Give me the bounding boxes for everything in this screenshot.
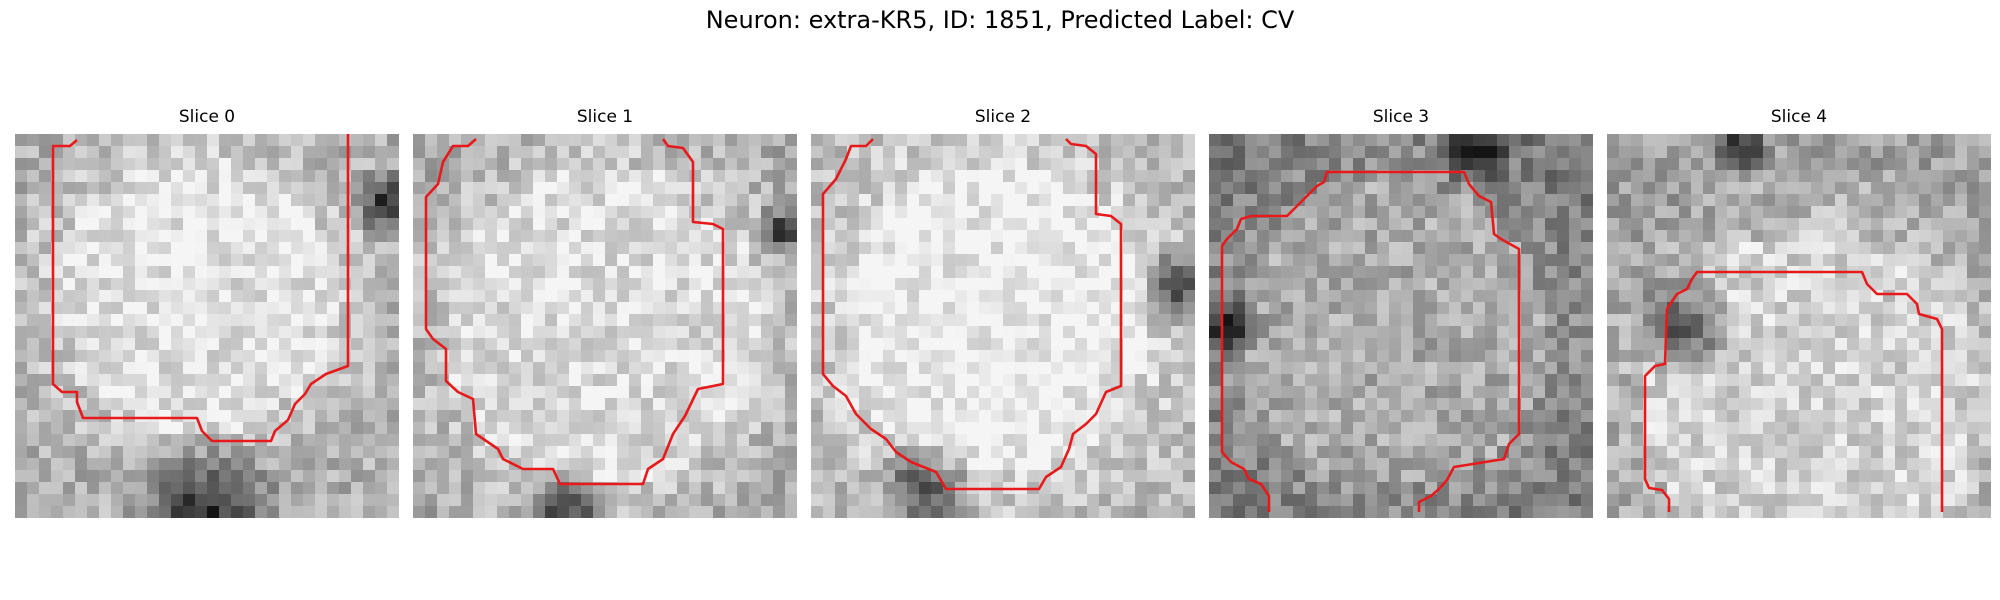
- figure-title: Neuron: extra-KR5, ID: 1851, Predicted L…: [705, 6, 1295, 34]
- contour-3: [1220, 170, 1521, 512]
- slice-panel-1: Slice 1: [413, 105, 797, 518]
- slice-image-1: [413, 134, 797, 518]
- slice-title-3: Slice 3: [1372, 107, 1430, 127]
- slice-title-2: Slice 2: [974, 107, 1032, 127]
- slice-title-4: Slice 4: [1770, 107, 1828, 127]
- contour-1: [424, 138, 725, 486]
- slice-panel-2: Slice 2: [811, 105, 1195, 518]
- slice-image-0: [15, 134, 399, 518]
- contour-4: [1643, 270, 1944, 512]
- slice-panel-4: Slice 4: [1607, 105, 1991, 518]
- slice-image-4: [1607, 134, 1991, 518]
- slice-panel-0: Slice 0: [15, 105, 399, 518]
- slice-title-0: Slice 0: [178, 107, 236, 127]
- slice-image-3: [1209, 134, 1593, 518]
- slice-image-2: [811, 134, 1195, 518]
- slice-panel-3: Slice 3: [1209, 105, 1593, 518]
- contour-0: [51, 134, 350, 443]
- slice-title-1: Slice 1: [576, 107, 634, 127]
- contour-2: [821, 138, 1123, 491]
